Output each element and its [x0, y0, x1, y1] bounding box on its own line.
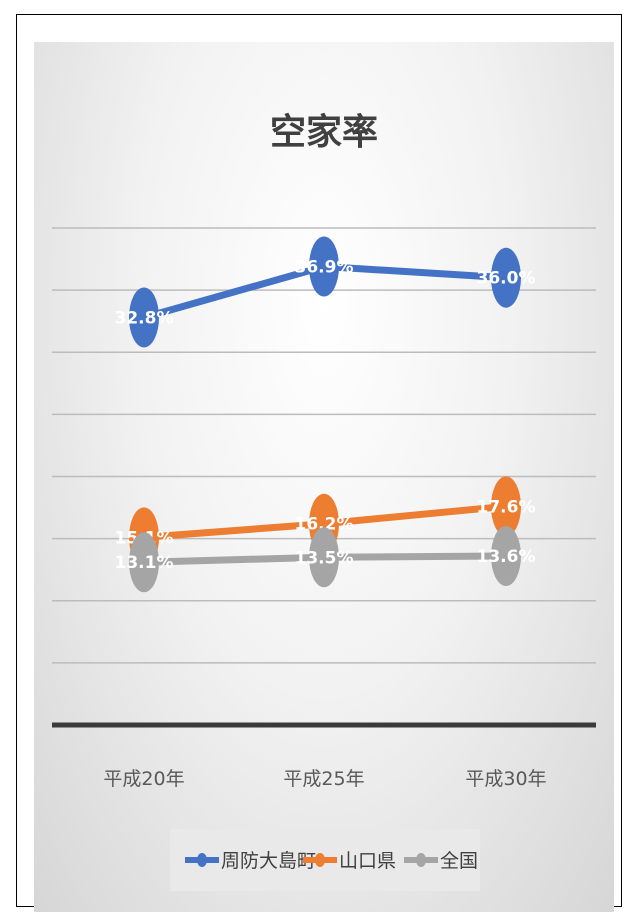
data-label: 16.2% [295, 515, 354, 535]
data-label: 13.5% [295, 548, 354, 568]
data-label: 13.6% [477, 547, 536, 567]
legend-item-label: 周防大島町 [221, 850, 316, 872]
x-tick-label: 平成25年 [283, 768, 364, 790]
data-label: 36.0% [477, 269, 536, 289]
legend-item-label: 全国 [440, 850, 478, 872]
data-point [491, 476, 521, 537]
data-label: 36.9% [295, 258, 354, 278]
data-label: 32.8% [115, 308, 174, 328]
x-tick-label: 平成20年 [103, 768, 184, 790]
data-label: 13.1% [115, 553, 174, 573]
x-tick-label: 平成30年 [465, 768, 546, 790]
chart-title: 空家率 [270, 112, 378, 153]
data-point [491, 526, 521, 587]
legend-swatch-marker [197, 853, 207, 867]
legend-swatch-marker [416, 853, 426, 867]
data-point [129, 287, 159, 348]
legend-item-label: 山口県 [339, 850, 396, 872]
data-point [309, 236, 339, 297]
data-point [309, 527, 339, 588]
data-point [129, 532, 159, 593]
data-point [491, 247, 521, 308]
legend-swatch-marker [315, 853, 325, 867]
data-label: 17.6% [477, 497, 536, 517]
